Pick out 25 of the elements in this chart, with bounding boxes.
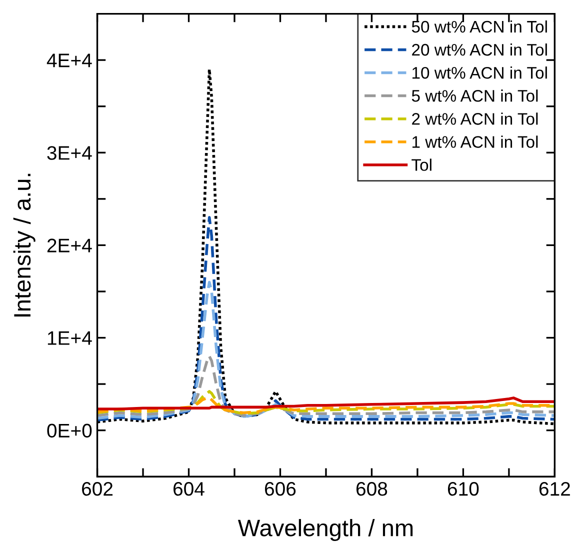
- x-tick-label: 610: [448, 482, 479, 496]
- y-tick-label: 4E+4: [46, 54, 92, 68]
- y-tick-label: 1E+4: [48, 331, 92, 345]
- x-axis-title: Wavelength / nm: [238, 519, 413, 542]
- legend-label: 2 wt% ACN in Tol: [412, 112, 538, 125]
- y-tick-label: 3E+4: [47, 146, 92, 160]
- y-tick-label: 2E+4: [47, 238, 92, 252]
- y-axis-title: Intensity / a.u.: [13, 174, 36, 317]
- line-series: [97, 354, 555, 417]
- x-tick-label: 604: [174, 482, 204, 496]
- legend-label: Tol: [412, 158, 432, 171]
- x-tick-label: 602: [82, 482, 113, 496]
- legend-label: 20 wt% ACN in Tol: [412, 43, 547, 56]
- line-series: [97, 280, 555, 420]
- x-tick-label: 606: [265, 482, 296, 496]
- line-series: [97, 216, 555, 422]
- y-tick-label: 0E+0: [47, 424, 92, 438]
- legend-label: 10 wt% ACN in Tol: [412, 66, 547, 79]
- legend-label: 50 wt% ACN in Tol: [412, 20, 547, 33]
- line-series: [97, 390, 555, 416]
- line-series: [97, 396, 555, 410]
- legend-label: 1 wt% ACN in Tol: [412, 136, 538, 148]
- legend-label: 5 wt% ACN in Tol: [412, 90, 538, 102]
- x-tick-label: 608: [356, 482, 388, 496]
- x-tick-label: 612: [539, 482, 570, 496]
